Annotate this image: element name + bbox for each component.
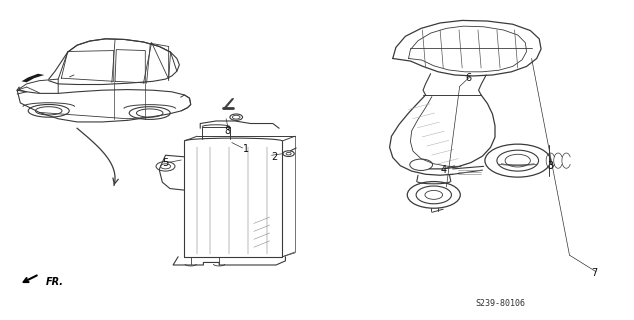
Text: 6: 6 xyxy=(465,73,472,83)
Text: 5: 5 xyxy=(162,158,169,168)
Text: 3: 3 xyxy=(548,161,553,171)
Text: 1: 1 xyxy=(243,144,249,154)
Polygon shape xyxy=(22,74,44,82)
Text: 7: 7 xyxy=(592,268,598,278)
Text: FR.: FR. xyxy=(46,277,63,287)
Text: 8: 8 xyxy=(224,126,230,136)
Text: 4: 4 xyxy=(440,164,446,174)
Text: 2: 2 xyxy=(271,152,277,162)
Text: S239-80106: S239-80106 xyxy=(475,299,525,308)
